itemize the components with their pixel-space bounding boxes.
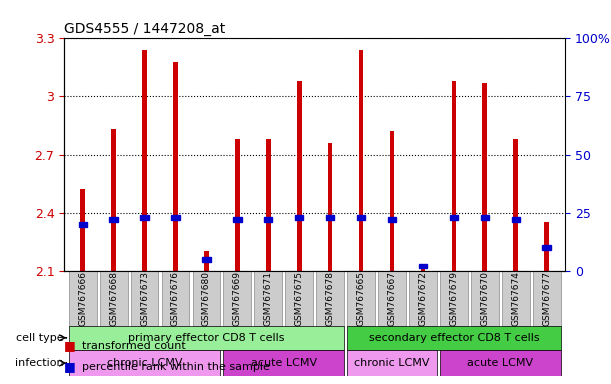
Bar: [533, 271, 560, 326]
Bar: [420, 267, 425, 271]
Bar: [483, 83, 487, 271]
Bar: [264, 217, 273, 222]
Bar: [326, 215, 334, 220]
Bar: [233, 217, 241, 222]
Bar: [409, 271, 437, 326]
Text: GSM767680: GSM767680: [202, 271, 211, 326]
Text: GSM767679: GSM767679: [449, 271, 458, 326]
Bar: [347, 326, 560, 350]
Bar: [171, 215, 180, 220]
Bar: [131, 271, 158, 326]
Bar: [111, 129, 116, 271]
Bar: [295, 215, 304, 220]
Bar: [235, 139, 240, 271]
Bar: [202, 257, 211, 262]
Text: GSM767672: GSM767672: [419, 271, 428, 326]
Text: GSM767670: GSM767670: [480, 271, 489, 326]
Bar: [79, 222, 87, 227]
Text: acute LCMV: acute LCMV: [467, 358, 533, 368]
Bar: [109, 217, 118, 222]
Bar: [390, 131, 394, 271]
Text: GSM767673: GSM767673: [140, 271, 149, 326]
Bar: [543, 245, 551, 250]
Bar: [254, 271, 282, 326]
Bar: [141, 215, 148, 220]
Bar: [204, 252, 209, 271]
Bar: [69, 350, 221, 376]
Text: infection: infection: [15, 358, 64, 368]
Bar: [173, 61, 178, 271]
Text: GSM767676: GSM767676: [171, 271, 180, 326]
Text: ■: ■: [64, 360, 76, 373]
Bar: [481, 215, 489, 220]
Bar: [69, 326, 344, 350]
Bar: [359, 50, 364, 271]
Bar: [419, 264, 427, 268]
Text: percentile rank within the sample: percentile rank within the sample: [82, 362, 270, 372]
Text: GSM767665: GSM767665: [357, 271, 365, 326]
Bar: [440, 271, 468, 326]
Bar: [357, 215, 365, 220]
Text: GSM767666: GSM767666: [78, 271, 87, 326]
Bar: [224, 271, 251, 326]
Bar: [378, 271, 406, 326]
Bar: [81, 189, 85, 271]
Bar: [513, 139, 518, 271]
Bar: [328, 143, 332, 271]
Text: GSM767671: GSM767671: [264, 271, 273, 326]
Bar: [142, 50, 147, 271]
Bar: [450, 215, 458, 220]
Text: GSM767669: GSM767669: [233, 271, 242, 326]
Bar: [452, 81, 456, 271]
Text: GSM767674: GSM767674: [511, 271, 520, 326]
Text: GSM767667: GSM767667: [387, 271, 397, 326]
Bar: [161, 271, 189, 326]
Text: primary effector CD8 T cells: primary effector CD8 T cells: [128, 333, 285, 343]
Bar: [544, 222, 549, 271]
Text: GSM767675: GSM767675: [295, 271, 304, 326]
Text: cell type: cell type: [16, 333, 64, 343]
Text: chronic LCMV: chronic LCMV: [107, 358, 182, 368]
Bar: [471, 271, 499, 326]
Text: ■: ■: [64, 339, 76, 352]
Bar: [266, 139, 271, 271]
Bar: [347, 350, 437, 376]
Text: GSM767668: GSM767668: [109, 271, 118, 326]
Text: acute LCMV: acute LCMV: [251, 358, 316, 368]
Bar: [224, 350, 344, 376]
Bar: [69, 271, 97, 326]
Text: GSM767677: GSM767677: [542, 271, 551, 326]
Bar: [388, 217, 396, 222]
Bar: [440, 350, 560, 376]
Bar: [297, 81, 301, 271]
Bar: [347, 271, 375, 326]
Bar: [316, 271, 344, 326]
Bar: [192, 271, 221, 326]
Bar: [285, 271, 313, 326]
Bar: [502, 271, 530, 326]
Text: GSM767678: GSM767678: [326, 271, 335, 326]
Text: chronic LCMV: chronic LCMV: [354, 358, 430, 368]
Text: transformed count: transformed count: [82, 341, 186, 351]
Bar: [100, 271, 128, 326]
Text: secondary effector CD8 T cells: secondary effector CD8 T cells: [368, 333, 539, 343]
Text: GDS4555 / 1447208_at: GDS4555 / 1447208_at: [64, 22, 225, 36]
Bar: [511, 217, 520, 222]
